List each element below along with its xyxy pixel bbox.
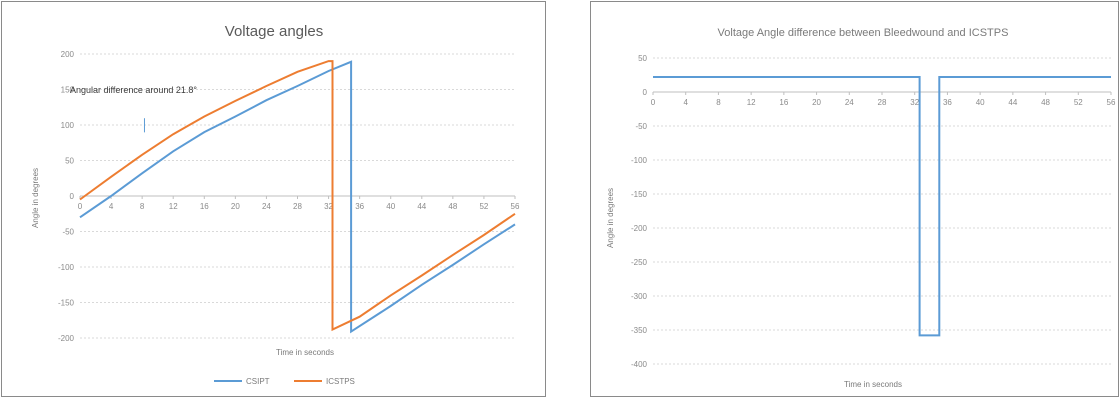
x-tick-labels: 0 4 8 12 16 20 24 28 32 36 40 44 48 52 56	[78, 196, 520, 211]
x-tick-label: 24	[262, 202, 271, 211]
x-tick-label: 12	[169, 202, 178, 211]
legend: CSIPT ICSTPS	[214, 377, 355, 386]
x-tick-label: 0	[78, 202, 83, 211]
x-tick-label: 12	[747, 98, 756, 107]
x-tick-label: 44	[417, 202, 426, 211]
x-tick-labels: 0 4 8 12 16 20 24 28 32 36 40 44 48 52 56	[651, 92, 1116, 107]
y-tick-label: -300	[631, 292, 648, 301]
x-tick-label: 20	[812, 98, 821, 107]
y-tick-label: -50	[62, 228, 74, 237]
x-tick-label: 36	[355, 202, 364, 211]
annotation-group: Angular difference around 21.8°	[70, 85, 197, 133]
x-tick-label: 0	[651, 98, 656, 107]
chart-left-svg: Voltage angles 200150100500-50-100-150-2…	[31, 23, 520, 386]
y-tick-label: 50	[638, 54, 647, 63]
x-tick-label: 16	[200, 202, 209, 211]
legend-label-2: ICSTPS	[326, 377, 355, 386]
y-tick-label: -350	[631, 326, 648, 335]
x-tick-label: 52	[1074, 98, 1083, 107]
chart-title: Voltage Angle difference between Bleedwo…	[718, 27, 1009, 39]
x-tick-label: 4	[683, 98, 688, 107]
y-axis-label: Angle in degrees	[606, 188, 615, 248]
x-tick-label: 16	[779, 98, 788, 107]
y-tick-label: 50	[65, 157, 74, 166]
y-tick-label: -250	[631, 258, 648, 267]
x-axis-label: Time in seconds	[276, 348, 334, 357]
y-tick-label: 0	[70, 192, 75, 201]
annotation-text: Angular difference around 21.8°	[70, 85, 197, 95]
chart-title: Voltage angles	[225, 23, 323, 40]
y-tick-labels: 50 0 -50 -100 -150 -200 -250 -300 -350 -400	[631, 54, 648, 369]
x-tick-label: 56	[1107, 98, 1116, 107]
x-tick-label: 48	[448, 202, 457, 211]
chart-voltage-angles: Voltage angles 200 150 100 50 0 -50 -100 -150 -2…	[1, 1, 546, 397]
x-tick-label: 4	[109, 202, 114, 211]
y-axis-label: Angle in degrees	[31, 168, 40, 228]
x-axis-label: Time in seconds	[844, 380, 902, 389]
x-tick-label: 52	[479, 202, 488, 211]
series-line-1	[79, 60, 516, 334]
x-tick-label: 40	[976, 98, 985, 107]
y-tick-label: 150	[61, 86, 75, 95]
x-tick-label: 24	[845, 98, 854, 107]
chart-angle-difference: Voltage Angle difference between Bleedwo…	[590, 1, 1119, 397]
chart-right-svg: Voltage Angle difference between Bleedwo…	[606, 27, 1116, 389]
series-lines	[79, 60, 516, 334]
y-tick-label: -100	[58, 263, 75, 272]
x-tick-label: 8	[140, 202, 145, 211]
x-tick-label: 28	[293, 202, 302, 211]
y-tick-label: 100	[61, 121, 75, 130]
y-tick-label: -150	[631, 190, 648, 199]
y-tick-labels: 200 150 100 50 0 -50 -100 -150 -200	[58, 50, 75, 343]
x-tick-label: 32	[324, 202, 333, 211]
y-tick-label: -200	[631, 224, 648, 233]
y-tick-label: 200	[61, 50, 75, 59]
x-tick-label: 32	[910, 98, 919, 107]
x-tick-label: 48	[1041, 98, 1050, 107]
x-tick-label: 40	[386, 202, 395, 211]
x-tick-label: 56	[511, 202, 520, 211]
series-lines	[653, 76, 1111, 337]
x-tick-label: 8	[716, 98, 721, 107]
y-tick-label: -400	[631, 360, 648, 369]
y-tick-label: 0	[643, 88, 648, 97]
y-tick-label: -50	[635, 122, 647, 131]
series-line-1	[653, 76, 1111, 337]
x-tick-label: 44	[1008, 98, 1017, 107]
y-tick-label: -150	[58, 299, 75, 308]
x-tick-label: 36	[943, 98, 952, 107]
x-tick-label: 20	[231, 202, 240, 211]
series-line-2	[79, 60, 516, 332]
legend-label-1: CSIPT	[246, 377, 270, 386]
y-tick-label: -100	[631, 156, 648, 165]
y-tick-label: -200	[58, 334, 75, 343]
x-tick-label: 28	[878, 98, 887, 107]
